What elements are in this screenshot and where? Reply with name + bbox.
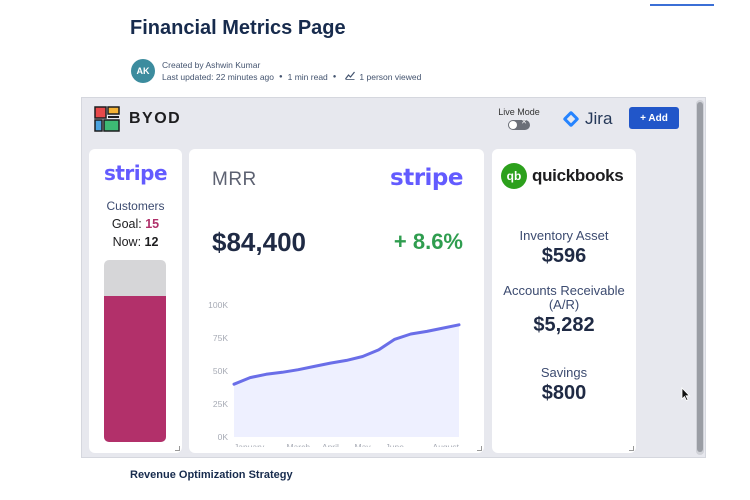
stripe-customers-card: stripe Customers Goal: 15 Now: 12 xyxy=(89,149,182,453)
gauge-fill xyxy=(104,296,166,442)
stripe-logo: stripe xyxy=(390,165,463,191)
now-value: 12 xyxy=(144,235,159,249)
ar-value: $5,282 xyxy=(533,314,595,336)
customers-title: Customers xyxy=(106,199,165,213)
series-area xyxy=(234,324,459,437)
x-tick-label: May xyxy=(355,442,372,447)
live-mode-label: Live Mode xyxy=(498,107,540,117)
resize-handle[interactable] xyxy=(175,446,180,451)
ar-label: Accounts Receivable (A/R) xyxy=(503,283,625,312)
savings-metric: Savings $800 xyxy=(492,366,636,405)
top-nav-link[interactable] xyxy=(650,4,714,6)
page-byline: AK Created by Ashwin Kumar Last updated:… xyxy=(131,58,421,84)
x-tick-label: August xyxy=(433,442,460,447)
quickbooks-card: qb quickbooks Inventory Asset $596 Accou… xyxy=(492,149,636,453)
mrr-change: + 8.6% xyxy=(393,229,463,254)
resize-handle[interactable] xyxy=(629,446,634,451)
byod-dashboard-embed: BYOD Live Mode Jira + Add stripe Custome… xyxy=(81,97,706,458)
stripe-logo: stripe xyxy=(103,161,168,185)
mrr-card: MRR stripe $84,400 + 8.6% 0K 25K 50K 75K 100… xyxy=(189,149,484,453)
live-mode-toggle[interactable] xyxy=(508,118,530,130)
jira-label: Jira xyxy=(585,109,613,128)
savings-value: $800 xyxy=(541,382,587,404)
live-mode-control: Live Mode xyxy=(496,107,542,130)
byod-logo-icon xyxy=(94,106,120,132)
mouse-cursor-icon xyxy=(681,387,691,401)
y-tick-label: 50K xyxy=(213,366,228,376)
y-tick-label: 0K xyxy=(218,432,229,442)
section-heading: Revenue Optimization Strategy xyxy=(130,469,293,481)
y-tick-label: 75K xyxy=(213,333,228,343)
brand-name: BYOD xyxy=(129,110,182,127)
resize-handle[interactable] xyxy=(477,446,482,451)
avatar[interactable]: AK xyxy=(131,59,155,83)
jira-integration[interactable]: Jira xyxy=(562,109,613,129)
inventory-label: Inventory Asset xyxy=(519,228,609,243)
savings-label: Savings xyxy=(540,365,588,380)
x-tick-label: April xyxy=(322,442,339,447)
quickbooks-icon: qb xyxy=(501,163,527,189)
series-line xyxy=(232,323,461,386)
separator-dot: ● xyxy=(332,74,337,80)
now-line: Now: 12 xyxy=(89,235,182,249)
goal-label: Goal: xyxy=(111,217,142,231)
inventory-value: $596 xyxy=(541,245,587,267)
customers-progress-gauge xyxy=(104,260,166,442)
separator-dot: ● xyxy=(279,74,283,80)
dashboard-scrollbar[interactable] xyxy=(696,100,704,455)
y-tick-label: 25K xyxy=(213,399,228,409)
y-tick-label: 100K xyxy=(208,300,228,310)
ar-metric: Accounts Receivable (A/R) $5,282 xyxy=(492,284,636,337)
mrr-area-chart: 0K 25K 50K 75K 100K January March April May June A… xyxy=(208,300,461,447)
last-updated[interactable]: Last updated: 22 minutes ago xyxy=(162,72,274,82)
scrollbar-thumb[interactable] xyxy=(697,102,703,452)
analytics-icon xyxy=(345,71,356,83)
inventory-metric: Inventory Asset $596 xyxy=(492,229,636,268)
page-title: Financial Metrics Page xyxy=(130,17,346,39)
dashboard-header: BYOD Live Mode Jira + Add xyxy=(82,98,697,140)
goal-value: 15 xyxy=(145,217,160,231)
goal-line: Goal: 15 xyxy=(89,217,182,231)
jira-icon xyxy=(562,110,580,128)
meta-row: Last updated: 22 minutes ago ● 1 min rea… xyxy=(162,71,421,83)
created-by[interactable]: Created by Ashwin Kumar xyxy=(162,60,261,70)
x-tick-label: June xyxy=(385,442,404,447)
viewer-count[interactable]: 1 person viewed xyxy=(359,72,422,82)
quickbooks-wordmark: quickbooks xyxy=(532,166,624,185)
add-button[interactable]: + Add xyxy=(629,107,679,129)
page-meta: Created by Ashwin Kumar Last updated: 22… xyxy=(162,59,421,83)
x-tick-label: January xyxy=(234,442,265,447)
x-tick-label: March xyxy=(286,442,310,447)
mrr-value: $84,400 xyxy=(212,227,306,257)
quickbooks-logo: qb quickbooks xyxy=(501,163,624,189)
read-time: 1 min read xyxy=(287,72,328,82)
now-label: Now: xyxy=(112,235,142,249)
mrr-title: MRR xyxy=(212,169,257,190)
